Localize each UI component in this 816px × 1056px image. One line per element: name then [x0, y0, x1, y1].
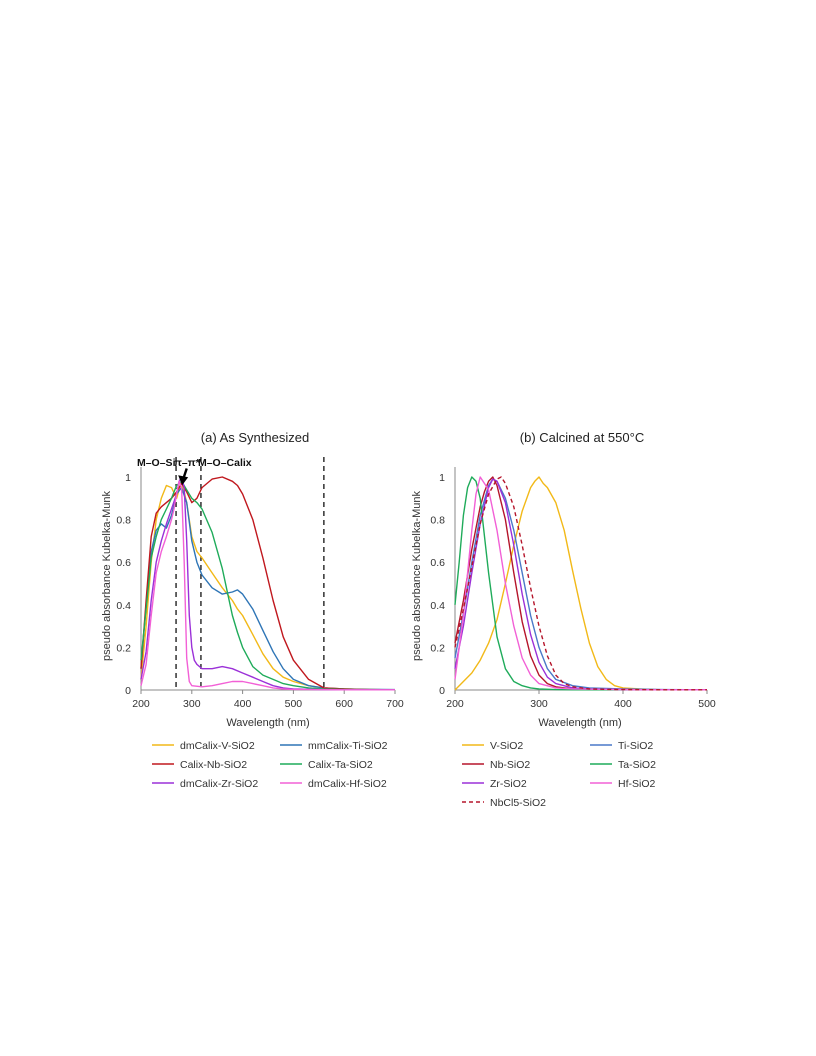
series-line-dmcalix-zr-sio2 — [140, 476, 395, 691]
series-line-dmcalix-v-sio2 — [140, 480, 396, 691]
y-tick-label: 0.8 — [116, 515, 131, 527]
chart-b-series — [454, 476, 708, 691]
series-line-v-sio2 — [454, 476, 707, 691]
series-line-nbcl5-sio2 — [454, 476, 707, 691]
chart-a-region-dividers — [175, 457, 325, 690]
x-tick-label: 600 — [335, 698, 353, 710]
chart-b-title: (b) Calcined at 550°C — [520, 430, 644, 445]
y-tick-label: 0.8 — [430, 515, 445, 527]
x-tick-label: 300 — [183, 698, 201, 710]
x-tick-label: 200 — [132, 698, 150, 710]
y-tick-label: 0.2 — [430, 642, 445, 654]
legend-label-dmcalix-zr-sio2: dmCalix-Zr-SiO2 — [180, 778, 258, 790]
chart-b-yticks: 0 0.2 0.4 0.6 0.8 1 — [430, 472, 445, 697]
series-line-ta-sio2 — [454, 476, 707, 691]
y-tick-label: 0 — [125, 685, 131, 697]
chart-a-annotations: M–O–Siπ–π*M–O–Calix — [137, 457, 252, 486]
x-tick-label: 400 — [234, 698, 252, 710]
y-tick-label: 1 — [439, 472, 445, 484]
arrow-icon — [178, 475, 189, 486]
legend-label-nb-sio2: Nb-SiO2 — [490, 759, 530, 771]
x-tick-label: 200 — [446, 698, 464, 710]
legend-label-hf-sio2: Hf-SiO2 — [618, 778, 656, 790]
x-tick-label: 500 — [698, 698, 716, 710]
chart-a-ylabel: pseudo absorbance Kubelka-Munk — [101, 491, 113, 662]
chart-a-title: (a) As Synthesized — [201, 430, 309, 445]
chart-a-yticks: 0 0.2 0.4 0.6 0.8 1 — [116, 472, 131, 697]
series-line-dmcalix-hf-sio2 — [140, 480, 395, 691]
legend-label-calix-nb-sio2: Calix-Nb-SiO2 — [180, 759, 247, 771]
series-line-calix-nb-sio2 — [140, 476, 396, 691]
x-tick-label: 300 — [530, 698, 548, 710]
x-tick-label: 500 — [285, 698, 303, 710]
legend-label-ti-sio2: Ti-SiO2 — [618, 740, 653, 752]
y-tick-label: 0.2 — [116, 642, 131, 654]
region-label-: π–π* — [174, 457, 201, 469]
y-tick-label: 0 — [439, 685, 445, 697]
chart-panel-a: (a) As Synthesized pseudo absorbance Kub… — [101, 430, 404, 790]
legend-label-calix-ta-sio2: Calix-Ta-SiO2 — [308, 759, 373, 771]
chart-a-xticks: 200 300 400 500 600 700 — [132, 690, 404, 710]
legend-label-zr-sio2: Zr-SiO2 — [490, 778, 527, 790]
series-line-hf-sio2 — [454, 476, 707, 691]
chart-b-xlabel: Wavelength (nm) — [538, 717, 621, 729]
legend-label-dmcalix-v-sio2: dmCalix-V-SiO2 — [180, 740, 255, 752]
y-tick-label: 1 — [125, 472, 131, 484]
x-tick-label: 700 — [386, 698, 404, 710]
legend-label-nbcl5-sio2: NbCl5-SiO2 — [490, 797, 546, 809]
chart-a-legend: dmCalix-V-SiO2 mmCalix-Ti-SiO2 Calix-Nb-Si… — [152, 740, 388, 790]
y-tick-label: 0.4 — [116, 600, 131, 612]
chart-a-series — [140, 476, 396, 691]
chart-b-ylabel: pseudo absorbance Kubelka-Munk — [411, 491, 423, 662]
region-label-m-o-si: M–O–Si — [137, 457, 176, 469]
series-line-mmcalix-ti-sio2 — [140, 486, 396, 691]
y-tick-label: 0.6 — [116, 557, 131, 569]
y-tick-label: 0.6 — [430, 557, 445, 569]
legend-label-mmcalix-ti-sio2: mmCalix-Ti-SiO2 — [308, 740, 388, 752]
legend-label-dmcalix-hf-sio2: dmCalix-Hf-SiO2 — [308, 778, 387, 790]
y-tick-label: 0.4 — [430, 600, 445, 612]
chart-b-legend: V-SiO2 Ti-SiO2 Nb-SiO2 Ta-SiO2 Zr-SiO2 Hf-SiO… — [462, 740, 656, 809]
region-label-m-o-calix: M–O–Calix — [198, 457, 252, 469]
x-tick-label: 400 — [614, 698, 632, 710]
chart-a-xlabel: Wavelength (nm) — [226, 717, 309, 729]
chart-b-xticks: 200 300 400 500 — [446, 690, 716, 710]
series-line-ti-sio2 — [454, 478, 708, 691]
chart-b-axes — [454, 467, 707, 691]
legend-label-v-sio2: V-SiO2 — [490, 740, 523, 752]
legend-label-ta-sio2: Ta-SiO2 — [618, 759, 656, 771]
chart-panel-b: (b) Calcined at 550°C pseudo absorbance … — [411, 430, 716, 809]
series-line-calix-ta-sio2 — [140, 480, 396, 691]
